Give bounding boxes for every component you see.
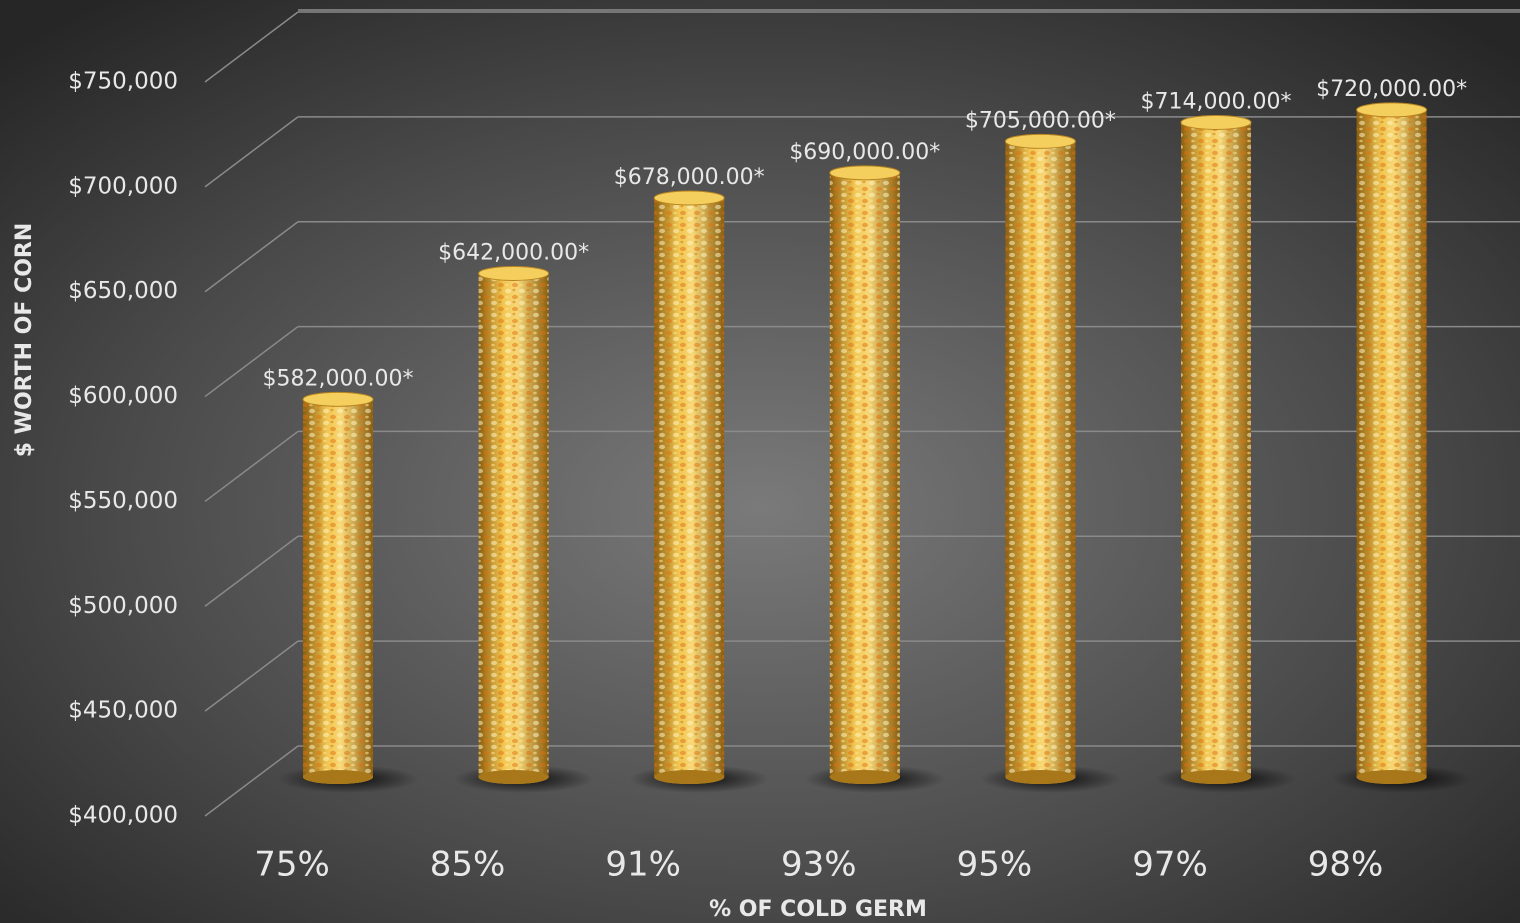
bar-texture [654, 197, 725, 778]
value-label: $642,000.00* [438, 240, 589, 265]
bar-texture [303, 399, 373, 777]
bar-base-front [829, 770, 900, 784]
y-tick-label: $400,000 [68, 803, 178, 829]
value-label: $714,000.00* [1141, 89, 1292, 114]
x-tick-label: 91% [605, 845, 681, 885]
bar-base-front [303, 770, 373, 784]
bar-top [478, 265, 550, 281]
bar-base-front [1181, 770, 1251, 784]
bar-top [302, 391, 374, 407]
y-tick-label: $750,000 [68, 69, 178, 95]
bar-texture [829, 172, 900, 778]
y-tick-label: $600,000 [68, 383, 178, 409]
bar-top [1356, 102, 1428, 118]
x-tick-label: 95% [957, 845, 1033, 885]
bar-base-front [654, 770, 725, 784]
y-tick-label: $450,000 [68, 698, 178, 724]
bar-top [829, 165, 901, 181]
y-tick-label: $700,000 [68, 173, 178, 199]
bar-texture [1181, 122, 1251, 778]
value-label: $705,000.00* [965, 108, 1116, 133]
bar-base-front [1356, 770, 1427, 784]
bar-top [653, 190, 725, 206]
y-tick-label: $650,000 [68, 278, 178, 304]
value-label: $678,000.00* [614, 165, 765, 190]
grid-line-diagonal [204, 745, 299, 817]
bar-texture [1356, 109, 1427, 777]
grid-line-diagonal [204, 221, 299, 293]
y-axis-title: $ WORTH OF CORN [12, 223, 37, 458]
grid-line-diagonal [204, 535, 299, 607]
grid-line-diagonal [204, 640, 299, 712]
grid-line-diagonal [204, 325, 299, 398]
bar-top [1180, 114, 1252, 130]
x-tick-label: 93% [781, 845, 857, 885]
value-label: $690,000.00* [789, 140, 940, 165]
bar-base-front [478, 770, 549, 784]
value-label: $720,000.00* [1316, 77, 1467, 102]
y-tick-label: $500,000 [68, 593, 178, 619]
bar-texture [478, 273, 549, 777]
grid-line-diagonal [204, 116, 299, 188]
x-tick-label: 98% [1308, 845, 1384, 885]
grid-line-diagonal [204, 430, 299, 503]
y-tick-label: $550,000 [68, 488, 178, 514]
bar-texture [1005, 141, 1076, 777]
value-label: $582,000.00* [263, 366, 414, 391]
bar-base-front [1005, 770, 1076, 784]
bar-top [1004, 133, 1076, 149]
x-tick-label: 85% [430, 845, 506, 885]
x-tick-label: 97% [1132, 845, 1208, 885]
x-axis-title: % OF COLD GERM [709, 897, 927, 922]
x-tick-label: 75% [254, 845, 330, 885]
grid-line-diagonal [204, 11, 299, 83]
